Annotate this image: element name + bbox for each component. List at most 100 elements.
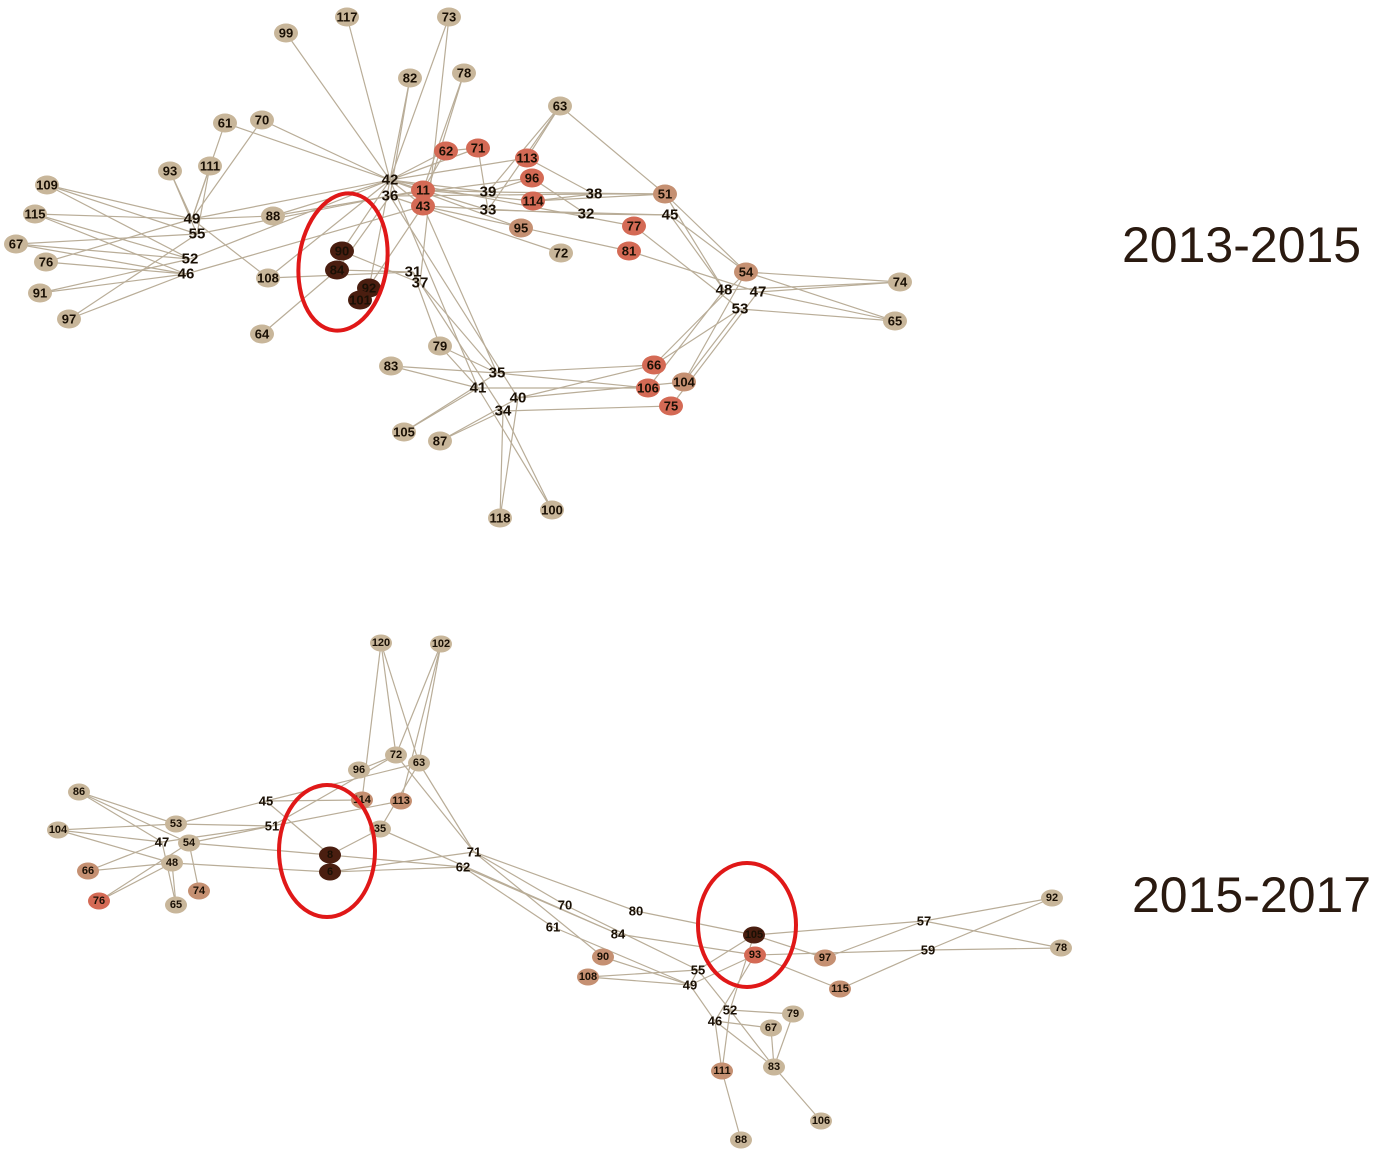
node-label: 70 <box>255 113 269 128</box>
node-label: 62 <box>456 860 470 875</box>
node-label: 62 <box>439 144 453 159</box>
network-edge <box>927 897 1053 951</box>
node-marker <box>730 1131 752 1149</box>
node-label: 67 <box>9 237 23 252</box>
network-edge <box>496 372 649 389</box>
node-marker <box>256 268 280 288</box>
network-node: 66 <box>642 355 666 375</box>
node-label: 108 <box>579 971 597 983</box>
node-marker <box>549 243 573 263</box>
node-marker <box>398 68 422 88</box>
network-node: 38 <box>586 186 603 203</box>
network-node: 83 <box>763 1058 785 1076</box>
network-node: 100 <box>540 500 564 520</box>
network-node: 92 <box>1041 889 1063 907</box>
node-label: 31 <box>405 264 422 281</box>
node-marker <box>437 7 461 27</box>
network-edge <box>745 271 896 322</box>
node-marker <box>744 946 766 964</box>
network-node: 63 <box>548 96 572 116</box>
network-edge <box>390 365 479 389</box>
network-edge <box>46 184 193 220</box>
network-edge <box>473 851 637 912</box>
network-edge <box>439 397 519 442</box>
node-label: 40 <box>510 390 527 407</box>
node-marker <box>261 206 285 226</box>
node-marker <box>370 634 392 652</box>
network-edge <box>502 410 553 511</box>
node-label: 57 <box>917 914 931 929</box>
network-edge <box>329 854 464 868</box>
node-label: 95 <box>514 221 528 236</box>
network-edge <box>189 179 391 260</box>
node-marker <box>1050 939 1072 957</box>
network-node: 111 <box>711 1062 733 1080</box>
node-label: 79 <box>433 339 447 354</box>
network-node: 77 <box>622 216 646 236</box>
network-edge <box>412 271 441 347</box>
network-node: 97 <box>814 949 836 967</box>
network-edge <box>78 791 177 825</box>
node-marker <box>760 1019 782 1037</box>
network-edge <box>15 243 187 275</box>
network-node: 63 <box>408 754 430 772</box>
node-label: 67 <box>765 1022 777 1034</box>
node-label: 88 <box>735 1134 747 1146</box>
node-marker <box>198 156 222 176</box>
network-edge <box>34 213 193 220</box>
node-label: 96 <box>525 171 539 186</box>
node-label: 106 <box>637 381 659 396</box>
node-marker <box>325 260 349 280</box>
network-node: 79 <box>428 336 452 356</box>
network-node: 118 <box>488 508 512 528</box>
node-label: 47 <box>155 835 169 850</box>
node-label: 109 <box>36 178 58 193</box>
network-node: 71 <box>466 138 490 158</box>
network-edge <box>368 179 391 289</box>
node-label: 115 <box>25 207 46 222</box>
network-edge <box>418 643 442 764</box>
node-label: 72 <box>554 246 568 261</box>
network-edge <box>188 825 273 844</box>
node-marker <box>158 161 182 181</box>
network-node: 66 <box>77 862 99 880</box>
node-marker <box>521 191 545 211</box>
node-label: 35 <box>374 823 386 835</box>
network-node: 45 <box>259 794 273 809</box>
network-edge <box>412 271 504 412</box>
network-edge <box>653 308 741 366</box>
node-label: 59 <box>921 943 935 958</box>
network-node: 49 <box>184 211 201 228</box>
network-node: 84 <box>325 260 349 280</box>
period-label: 2015-2017 <box>1132 867 1372 923</box>
network-edge <box>57 829 163 843</box>
network-edge <box>714 954 756 1022</box>
network-edge <box>78 791 190 844</box>
node-label: 77 <box>627 219 641 234</box>
network-node: 93 <box>158 161 182 181</box>
node-marker <box>888 272 912 292</box>
network-node: 96 <box>348 761 370 779</box>
node-label: 115 <box>831 983 849 995</box>
node-label: 52 <box>182 251 199 268</box>
highlight-ellipse <box>296 191 390 333</box>
node-marker <box>390 792 412 810</box>
network-edge <box>422 205 498 374</box>
node-label: 81 <box>622 244 636 259</box>
network-node: 72 <box>549 243 573 263</box>
network-edge <box>477 147 489 211</box>
network-node: 76 <box>88 892 110 910</box>
network-node: 57 <box>917 914 931 929</box>
network-edge <box>757 291 896 322</box>
network-edge <box>191 218 269 279</box>
node-label: 105 <box>745 929 763 941</box>
node-marker <box>452 63 476 83</box>
network-node: 54 <box>734 262 758 282</box>
network-edge <box>602 956 691 986</box>
node-label: 113 <box>392 795 410 807</box>
node-label: 34 <box>495 403 512 420</box>
network-edge <box>422 189 534 202</box>
network-edge <box>721 1009 731 1072</box>
